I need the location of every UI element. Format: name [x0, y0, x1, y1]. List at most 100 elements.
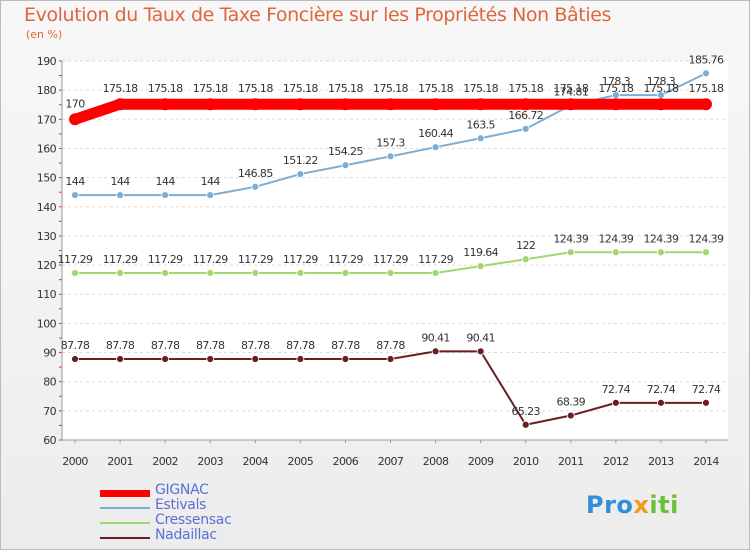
data-label-cressensac: 117.29	[148, 253, 183, 266]
data-label-gignac: 175.18	[103, 82, 138, 95]
legend-label-nadaillac: Nadaillac	[155, 527, 217, 543]
data-label-cressensac: 124.39	[689, 232, 724, 245]
data-label-gignac: 175.18	[508, 82, 543, 95]
data-point-cressensac	[296, 269, 305, 277]
y-tick-label: 180	[37, 84, 57, 97]
y-tick-label: 120	[37, 259, 57, 272]
legend-swatch-estivals	[100, 507, 150, 509]
data-point-cressensac	[611, 248, 620, 257]
data-label-nadaillac: 87.78	[331, 339, 360, 352]
data-point-gignac	[474, 98, 487, 111]
y-tick-label: 60	[43, 434, 56, 447]
data-label-nadaillac: 87.78	[106, 339, 135, 352]
data-point-cressensac	[476, 262, 485, 271]
x-tick-label: 2010	[513, 455, 539, 468]
data-label-nadaillac: 87.78	[376, 339, 405, 352]
data-label-cressensac: 124.39	[553, 232, 588, 245]
data-point-nadaillac	[521, 420, 530, 429]
data-point-estivals	[476, 134, 485, 143]
data-label-cressensac: 117.29	[283, 253, 318, 266]
data-point-nadaillac	[206, 355, 215, 363]
data-label-gignac: 175.18	[463, 82, 498, 95]
data-label-cressensac: 117.29	[58, 253, 93, 266]
data-point-gignac	[429, 98, 442, 111]
data-label-gignac: 175.18	[689, 82, 724, 95]
data-label-cressensac: 124.39	[598, 232, 633, 245]
y-tick-label: 160	[37, 142, 57, 155]
data-point-estivals	[161, 191, 170, 200]
data-point-cressensac	[116, 269, 124, 277]
y-tick-label: 140	[37, 201, 57, 214]
data-label-estivals: 154.25	[328, 145, 363, 158]
y-tick-label: 100	[37, 317, 57, 330]
data-point-nadaillac	[566, 411, 575, 420]
data-label-nadaillac: 87.78	[196, 339, 225, 352]
data-label-gignac: 175.18	[373, 82, 408, 95]
data-label-cressensac: 117.29	[103, 253, 138, 266]
data-point-cressensac	[566, 248, 575, 257]
data-label-estivals: 166.72	[508, 109, 543, 122]
legend-swatch-cressensac	[100, 522, 150, 524]
data-label-estivals: 185.76	[689, 53, 724, 66]
data-label-nadaillac: 87.78	[61, 339, 90, 352]
data-point-cressensac	[386, 269, 395, 277]
data-point-gignac	[69, 113, 81, 126]
data-label-estivals: 157.3	[376, 136, 405, 149]
data-point-nadaillac	[71, 355, 79, 363]
legend-label-cressensac: Cressensac	[155, 512, 232, 528]
logo-part-iti: iti	[649, 491, 679, 519]
data-label-cressensac: 117.29	[238, 253, 273, 266]
data-label-estivals: 178.3	[647, 75, 676, 88]
data-label-nadaillac: 72.74	[692, 383, 721, 396]
x-tick-label: 2003	[197, 455, 223, 468]
data-point-cressensac	[431, 269, 440, 277]
data-point-cressensac	[251, 269, 260, 277]
data-point-nadaillac	[116, 355, 124, 363]
data-label-estivals: 144	[156, 175, 176, 188]
data-point-gignac	[204, 98, 217, 111]
data-point-nadaillac	[657, 398, 665, 407]
data-point-cressensac	[702, 248, 710, 257]
data-point-gignac	[564, 98, 577, 111]
data-label-nadaillac: 72.74	[602, 383, 631, 396]
data-label-cressensac: 124.39	[643, 232, 678, 245]
data-label-nadaillac: 87.78	[286, 339, 315, 352]
data-label-cressensac: 117.29	[328, 253, 363, 266]
legend-label-gignac: GIGNAC	[155, 482, 209, 498]
y-axis-unit-label: (en %)	[26, 28, 63, 41]
data-point-nadaillac	[702, 398, 710, 407]
data-label-estivals: 163.5	[466, 118, 495, 131]
x-tick-label: 2002	[152, 455, 178, 468]
y-tick-label: 80	[43, 376, 56, 389]
legend-label-estivals: Estivals	[155, 497, 207, 513]
data-label-gignac: 175.18	[193, 82, 228, 95]
data-point-cressensac	[341, 269, 350, 277]
data-point-estivals	[341, 161, 350, 170]
data-point-nadaillac	[296, 355, 305, 363]
data-label-estivals: 160.44	[418, 127, 453, 140]
data-label-cressensac: 117.29	[373, 253, 408, 266]
data-point-nadaillac	[251, 355, 260, 363]
data-label-gignac: 175.18	[328, 82, 363, 95]
chart-title: Evolution du Taux de Taxe Foncière sur l…	[24, 4, 612, 26]
y-tick-label: 110	[37, 288, 57, 301]
x-tick-label: 2006	[333, 455, 359, 468]
data-point-estivals	[116, 191, 124, 200]
data-point-nadaillac	[341, 355, 350, 363]
data-point-estivals	[431, 143, 440, 152]
data-point-gignac	[249, 98, 262, 111]
data-point-gignac	[294, 98, 307, 111]
proxiti-logo: Proxiti	[586, 491, 679, 519]
y-tick-label: 70	[43, 405, 56, 418]
x-tick-label: 2011	[558, 455, 584, 468]
data-label-gignac: 175.18	[553, 82, 588, 95]
data-label-nadaillac: 87.78	[241, 339, 270, 352]
data-label-cressensac: 122	[516, 239, 535, 252]
data-label-gignac: 170	[65, 97, 85, 110]
data-point-nadaillac	[386, 355, 395, 363]
data-label-nadaillac: 87.78	[151, 339, 180, 352]
data-point-cressensac	[206, 269, 215, 277]
data-label-nadaillac: 68.39	[557, 396, 586, 409]
x-tick-label: 2012	[603, 455, 629, 468]
